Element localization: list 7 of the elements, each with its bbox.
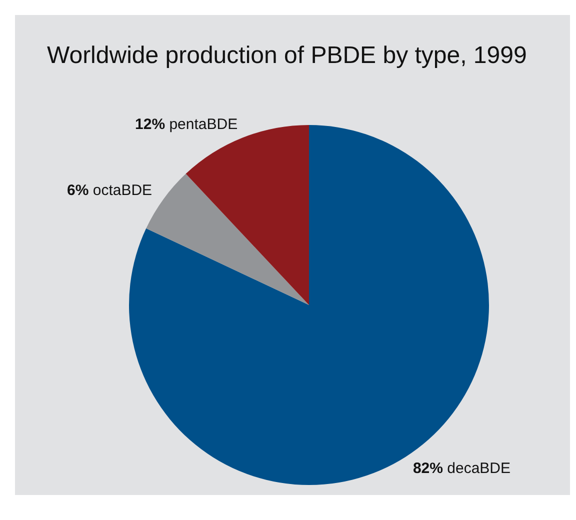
slice-label: pentaBDE: [169, 116, 238, 133]
slice-label: octaBDE: [92, 182, 152, 200]
data-label: 82%: [412, 460, 443, 477]
chart-title: Worldwide production of PBDE by type, 1999: [47, 42, 527, 70]
data-label: 6%: [67, 182, 89, 200]
data-label: 12%: [135, 116, 166, 133]
slice-label: decaBDE: [447, 460, 511, 477]
